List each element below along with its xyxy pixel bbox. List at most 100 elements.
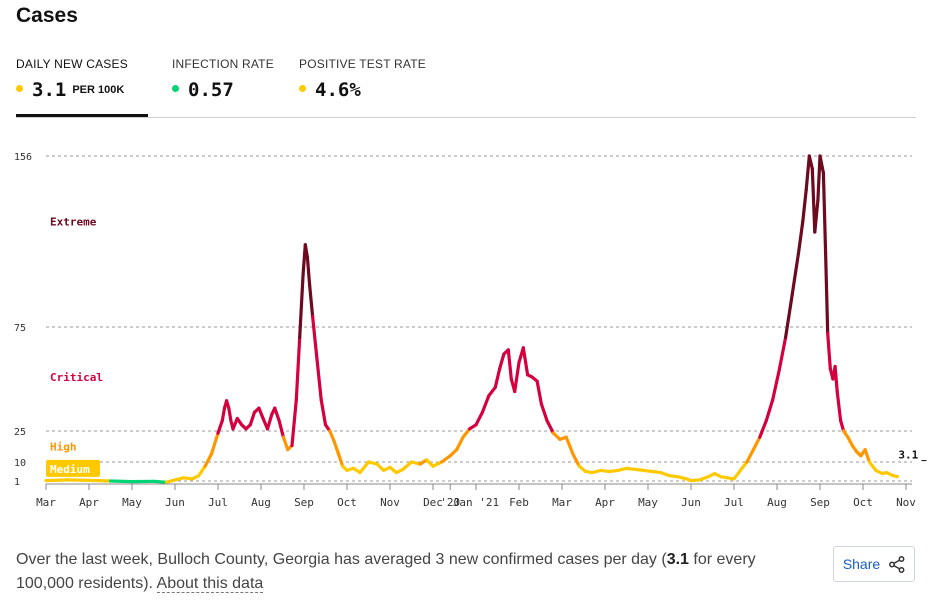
- series-segment: [498, 352, 506, 371]
- series-segment: [764, 398, 775, 423]
- series-segment: [816, 154, 822, 202]
- cases-chart: 1 10 25 75 156 Extreme Critical High Medium Mar…: [14, 152, 927, 509]
- series-segment: [336, 452, 345, 468]
- about-data-link[interactable]: About this data: [156, 575, 264, 593]
- series-segment: [826, 331, 832, 371]
- series-segment: [801, 188, 808, 224]
- x-tick-label: Aug: [251, 496, 271, 509]
- level-labels: Extreme Critical High Medium: [46, 215, 103, 477]
- series-segment: [745, 448, 756, 464]
- series-segment: [319, 398, 328, 427]
- series-segment: [493, 367, 502, 389]
- series-segment: [564, 435, 575, 456]
- level-label-medium: Medium: [50, 463, 90, 476]
- x-tick-label: Sep: [294, 496, 314, 509]
- x-tick-label: May: [638, 496, 658, 509]
- series-segment: [521, 346, 530, 377]
- x-tick-label: Jul: [208, 496, 228, 509]
- series-segment: [863, 448, 872, 464]
- level-label-critical: Critical: [50, 371, 103, 384]
- x-tick-label: Feb: [509, 496, 529, 509]
- x-tick-label: Oct: [337, 496, 357, 509]
- series-segment: [732, 468, 743, 481]
- series-segment: [332, 439, 340, 456]
- series-segment: [891, 474, 900, 479]
- x-tick-label: Sep: [810, 496, 830, 509]
- page-title: Cases: [16, 4, 78, 27]
- series-segment: [751, 435, 762, 452]
- y-tick-label: 156: [14, 152, 32, 163]
- x-tick-label: Mar: [36, 496, 56, 509]
- series-segment: [461, 427, 472, 439]
- metric-tabs: DAILY NEW CASES 3.1 PER 100K INFECTION RA…: [16, 55, 916, 118]
- series-segment: [513, 360, 521, 394]
- status-dot: [172, 84, 179, 92]
- last-value-label: 3.1: [898, 449, 918, 462]
- series-segment: [796, 219, 805, 255]
- status-dot: [299, 84, 306, 92]
- series-segment: [311, 314, 319, 360]
- series-segment: [823, 251, 830, 335]
- chart-grid: 1 10 25 75 156: [14, 152, 912, 488]
- tab-unit: PER 100K: [72, 84, 125, 96]
- series-segment: [303, 243, 309, 259]
- series-segment: [758, 419, 768, 439]
- series-segment: [315, 356, 323, 402]
- series-segment: [210, 431, 220, 456]
- level-label-high: High: [50, 441, 77, 454]
- series-segment: [571, 452, 581, 468]
- level-badge: [46, 459, 100, 477]
- tab-infection-rate[interactable]: INFECTION RATE 0.57: [172, 55, 282, 117]
- series-segment: [265, 412, 274, 431]
- summary-text-part: Over the last week, Bulloch County, Geor…: [16, 551, 667, 568]
- x-tick-label: Dec: [423, 496, 443, 509]
- x-tick-label: Jun: [165, 496, 185, 509]
- x-tick-label: Aug: [767, 496, 787, 509]
- series-segment: [87, 478, 113, 483]
- tab-label: POSITIVE TEST RATE: [299, 57, 426, 71]
- series-segment: [539, 402, 549, 423]
- series-segment: [44, 478, 70, 483]
- series-segment: [281, 435, 290, 452]
- series-segment: [783, 293, 794, 339]
- series-segment: [833, 364, 839, 394]
- series-segment: [305, 255, 312, 287]
- series-segment: [804, 154, 811, 192]
- series-line: [44, 154, 900, 484]
- series-segment: [151, 479, 168, 484]
- summary-value: 3.1: [666, 551, 689, 568]
- series-segment: [813, 198, 820, 234]
- share-button[interactable]: Share: [833, 546, 915, 582]
- series-segment: [227, 406, 233, 423]
- y-tick-label: 1: [14, 477, 20, 488]
- series-segment: [506, 348, 513, 381]
- tab-positive-test-rate[interactable]: POSITIVE TEST RATE 4.6%: [299, 55, 439, 117]
- series-segment: [867, 460, 878, 472]
- x-tick-label: May: [122, 496, 142, 509]
- series-segment: [790, 251, 801, 297]
- series-segment: [807, 154, 814, 171]
- share-icon: [889, 555, 905, 573]
- x-tick-label: Jun: [681, 496, 701, 509]
- series-segment: [455, 435, 465, 452]
- share-label: Share: [842, 556, 881, 572]
- series-segment: [216, 419, 224, 435]
- tab-value: 4.6%: [315, 79, 361, 101]
- series-segment: [738, 460, 749, 472]
- series-segment: [197, 464, 207, 478]
- summary-text-part: for every 100,000 residents).: [16, 551, 756, 592]
- series-segment: [273, 406, 281, 423]
- series-segment: [294, 335, 302, 402]
- tab-daily-new-cases[interactable]: DAILY NEW CASES 3.1 PER 100K: [16, 55, 148, 117]
- x-tick-label: Apr: [595, 496, 615, 509]
- series-segment: [308, 283, 315, 318]
- series-segment: [328, 429, 336, 443]
- x-tick-label: Apr: [79, 496, 99, 509]
- tab-value: 3.1: [32, 79, 67, 101]
- tab-label: DAILY NEW CASES: [16, 57, 128, 71]
- x-tick-label: Mar: [552, 496, 572, 509]
- series-segment: [440, 454, 452, 464]
- y-tick-label: 75: [14, 323, 26, 334]
- series-segment: [838, 419, 846, 433]
